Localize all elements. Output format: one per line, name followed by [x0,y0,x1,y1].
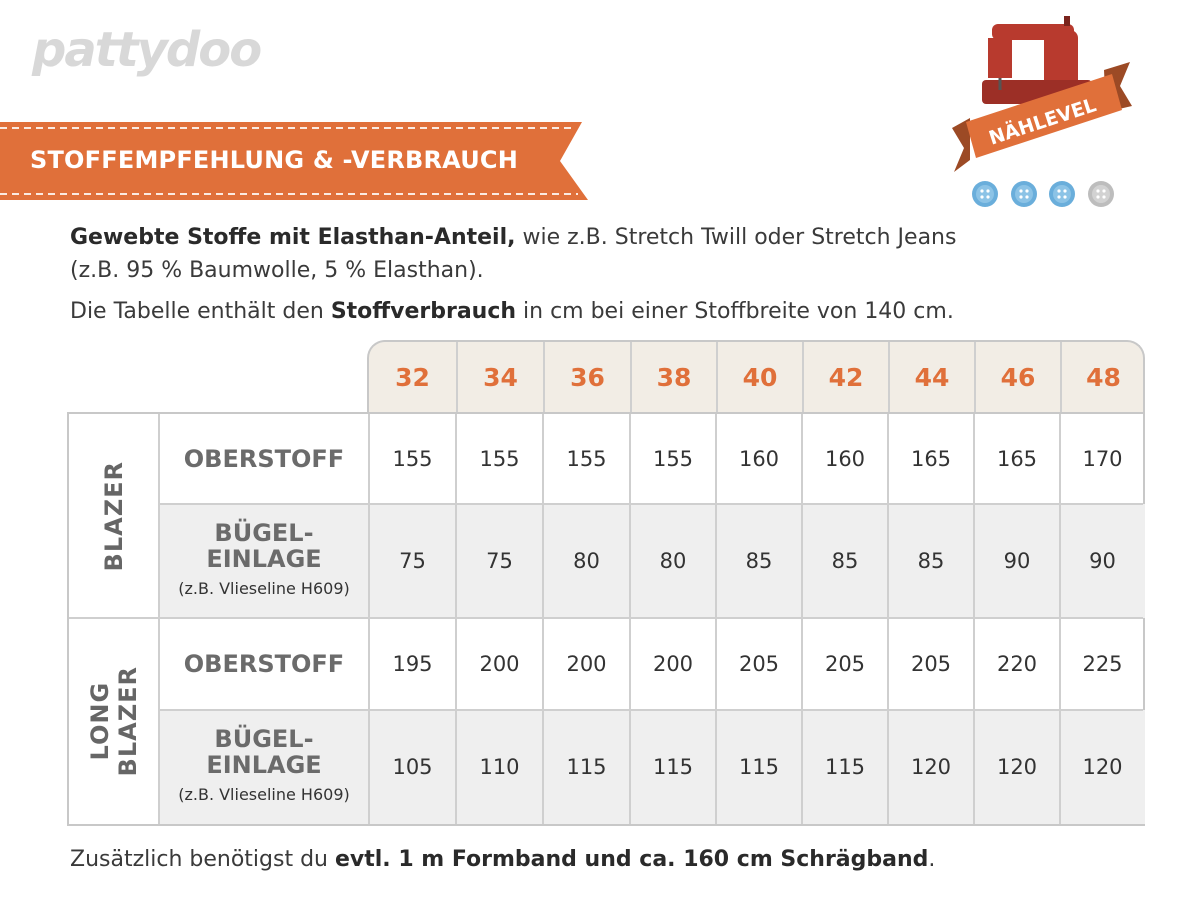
row-label: OBERSTOFF [183,650,345,678]
footer-text-b: . [928,847,936,872]
intro-line-3: Die Tabelle enthält den Stoffverbrauch i… [70,296,954,328]
table-cell: 155 [652,447,694,471]
table-cell: 155 [392,447,433,471]
table-cell: 85 [802,504,888,618]
table-cell: 220 [996,652,1038,676]
table-cell: 115 [802,710,888,824]
table-cell: 165 [910,447,952,471]
naehlevel-ribbon [952,62,1132,172]
table-cell: 80 [543,504,630,618]
table-cell: 115 [716,710,802,824]
size-header-cell: 46 [974,342,1060,412]
sewing-level-badge: NÄHLEVEL [952,16,1132,207]
table-cell: 200 [652,652,694,676]
group-label: BLAZER [100,460,128,572]
table-cell: 160 [738,447,780,471]
table-cell: 205 [738,652,780,676]
intro-text-a: Die Tabelle enthält den [70,299,331,324]
table-cell: 90 [1060,504,1145,618]
size-header-cell: 36 [543,342,630,412]
table-cell: 120 [1060,710,1145,824]
size-header-cell: 42 [802,342,888,412]
row-label-cell: BÜGEL- EINLAGE (z.B. Vlieseline H609) [159,504,369,618]
table-cell: 115 [543,710,630,824]
table-cell: 115 [630,710,716,824]
title-banner [0,122,588,200]
table-cell: 200 [479,652,520,676]
size-header-cell: 34 [456,342,543,412]
grid-line [158,414,160,824]
grid-line [542,414,544,824]
size-header-cell: 32 [395,362,430,392]
size-header-row: 32 34 36 38 40 42 44 46 48 [367,340,1145,412]
table-cell: 120 [888,710,974,824]
grid-line [887,414,889,824]
table-cell: 80 [630,504,716,618]
level-buttons [972,181,1114,207]
table-cell: 110 [456,710,543,824]
grid-line [801,414,803,824]
row-sublabel: (z.B. Vlieseline H609) [178,579,350,598]
table-cell: 75 [456,504,543,618]
size-header-cell: 44 [888,342,974,412]
intro-line-1: Gewebte Stoffe mit Elasthan-Anteil, wie … [70,222,956,254]
table-cell: 155 [479,447,520,471]
row-label: BÜGEL- EINLAGE [206,725,322,779]
grid-line [159,503,1143,505]
footer-note: Zusätzlich benötigst du evtl. 1 m Formba… [70,847,935,872]
table-cell: 205 [824,652,866,676]
table-cell: 160 [824,447,866,471]
grid-line [715,414,717,824]
grid-line [973,414,975,824]
row-label-cell: BÜGEL- EINLAGE (z.B. Vlieseline H609) [159,710,369,824]
intro-line-2: (z.B. 95 % Baumwolle, 5 % Elasthan). [70,258,484,283]
group-label-cell: BLAZER [69,414,159,618]
table-cell: 90 [974,504,1060,618]
fabric-examples: wie z.B. Stretch Twill oder Stretch Jean… [515,225,957,250]
grid-line [368,414,370,824]
row-label: OBERSTOFF [183,445,345,473]
fabric-type: Gewebte Stoffe mit Elasthan-Anteil, [70,225,516,250]
grid-line [159,709,1143,711]
sewing-machine-icon [982,16,1092,104]
row-label: BÜGEL- EINLAGE [206,519,322,573]
button-icon-3 [1049,181,1075,207]
grid-line [1059,414,1061,824]
intro-text-bold: Stoffverbrauch [330,299,517,324]
group-label: LONG BLAZER [86,665,142,777]
table-cell: 205 [910,652,952,676]
size-header-cell: 38 [630,342,716,412]
fabric-usage-table: BLAZER OBERSTOFF 155 155 155 155 160 160 165 165 1… [67,412,1145,826]
button-icon-2 [1011,181,1037,207]
table-cell: 200 [566,652,607,676]
size-header-cell: 48 [1060,342,1145,412]
footer-text-a: Zusätzlich benötigst du [70,847,335,872]
table-cell: 165 [996,447,1038,471]
banner-title: STOFFEMPFEHLUNG & -VERBRAUCH [30,146,519,174]
table-cell: 85 [716,504,802,618]
row-label-cell: OBERSTOFF [159,414,369,504]
footer-text-bold: evtl. 1 m Formband und ca. 160 cm Schräg… [334,847,929,872]
intro-text-b: in cm bei einer Stoffbreite von 140 cm. [516,299,954,324]
grid-line [455,414,457,824]
size-header-cell: 40 [716,342,802,412]
pattydoo-logo: pattydoo [32,22,262,78]
grid-line [629,414,631,824]
table-cell: 225 [1082,652,1123,676]
group-label-cell: LONG BLAZER [69,618,159,824]
row-sublabel: (z.B. Vlieseline H609) [178,785,350,804]
table-cell: 195 [392,652,433,676]
table-cell: 105 [369,710,456,824]
table-cell: 170 [1082,447,1123,471]
button-icon-1 [972,181,998,207]
table-cell: 120 [974,710,1060,824]
table-cell: 155 [566,447,607,471]
row-label-cell: OBERSTOFF [159,618,369,710]
grid-line [69,617,1143,619]
table-cell: 75 [369,504,456,618]
table-cell: 85 [888,504,974,618]
button-icon-4-off [1088,181,1114,207]
